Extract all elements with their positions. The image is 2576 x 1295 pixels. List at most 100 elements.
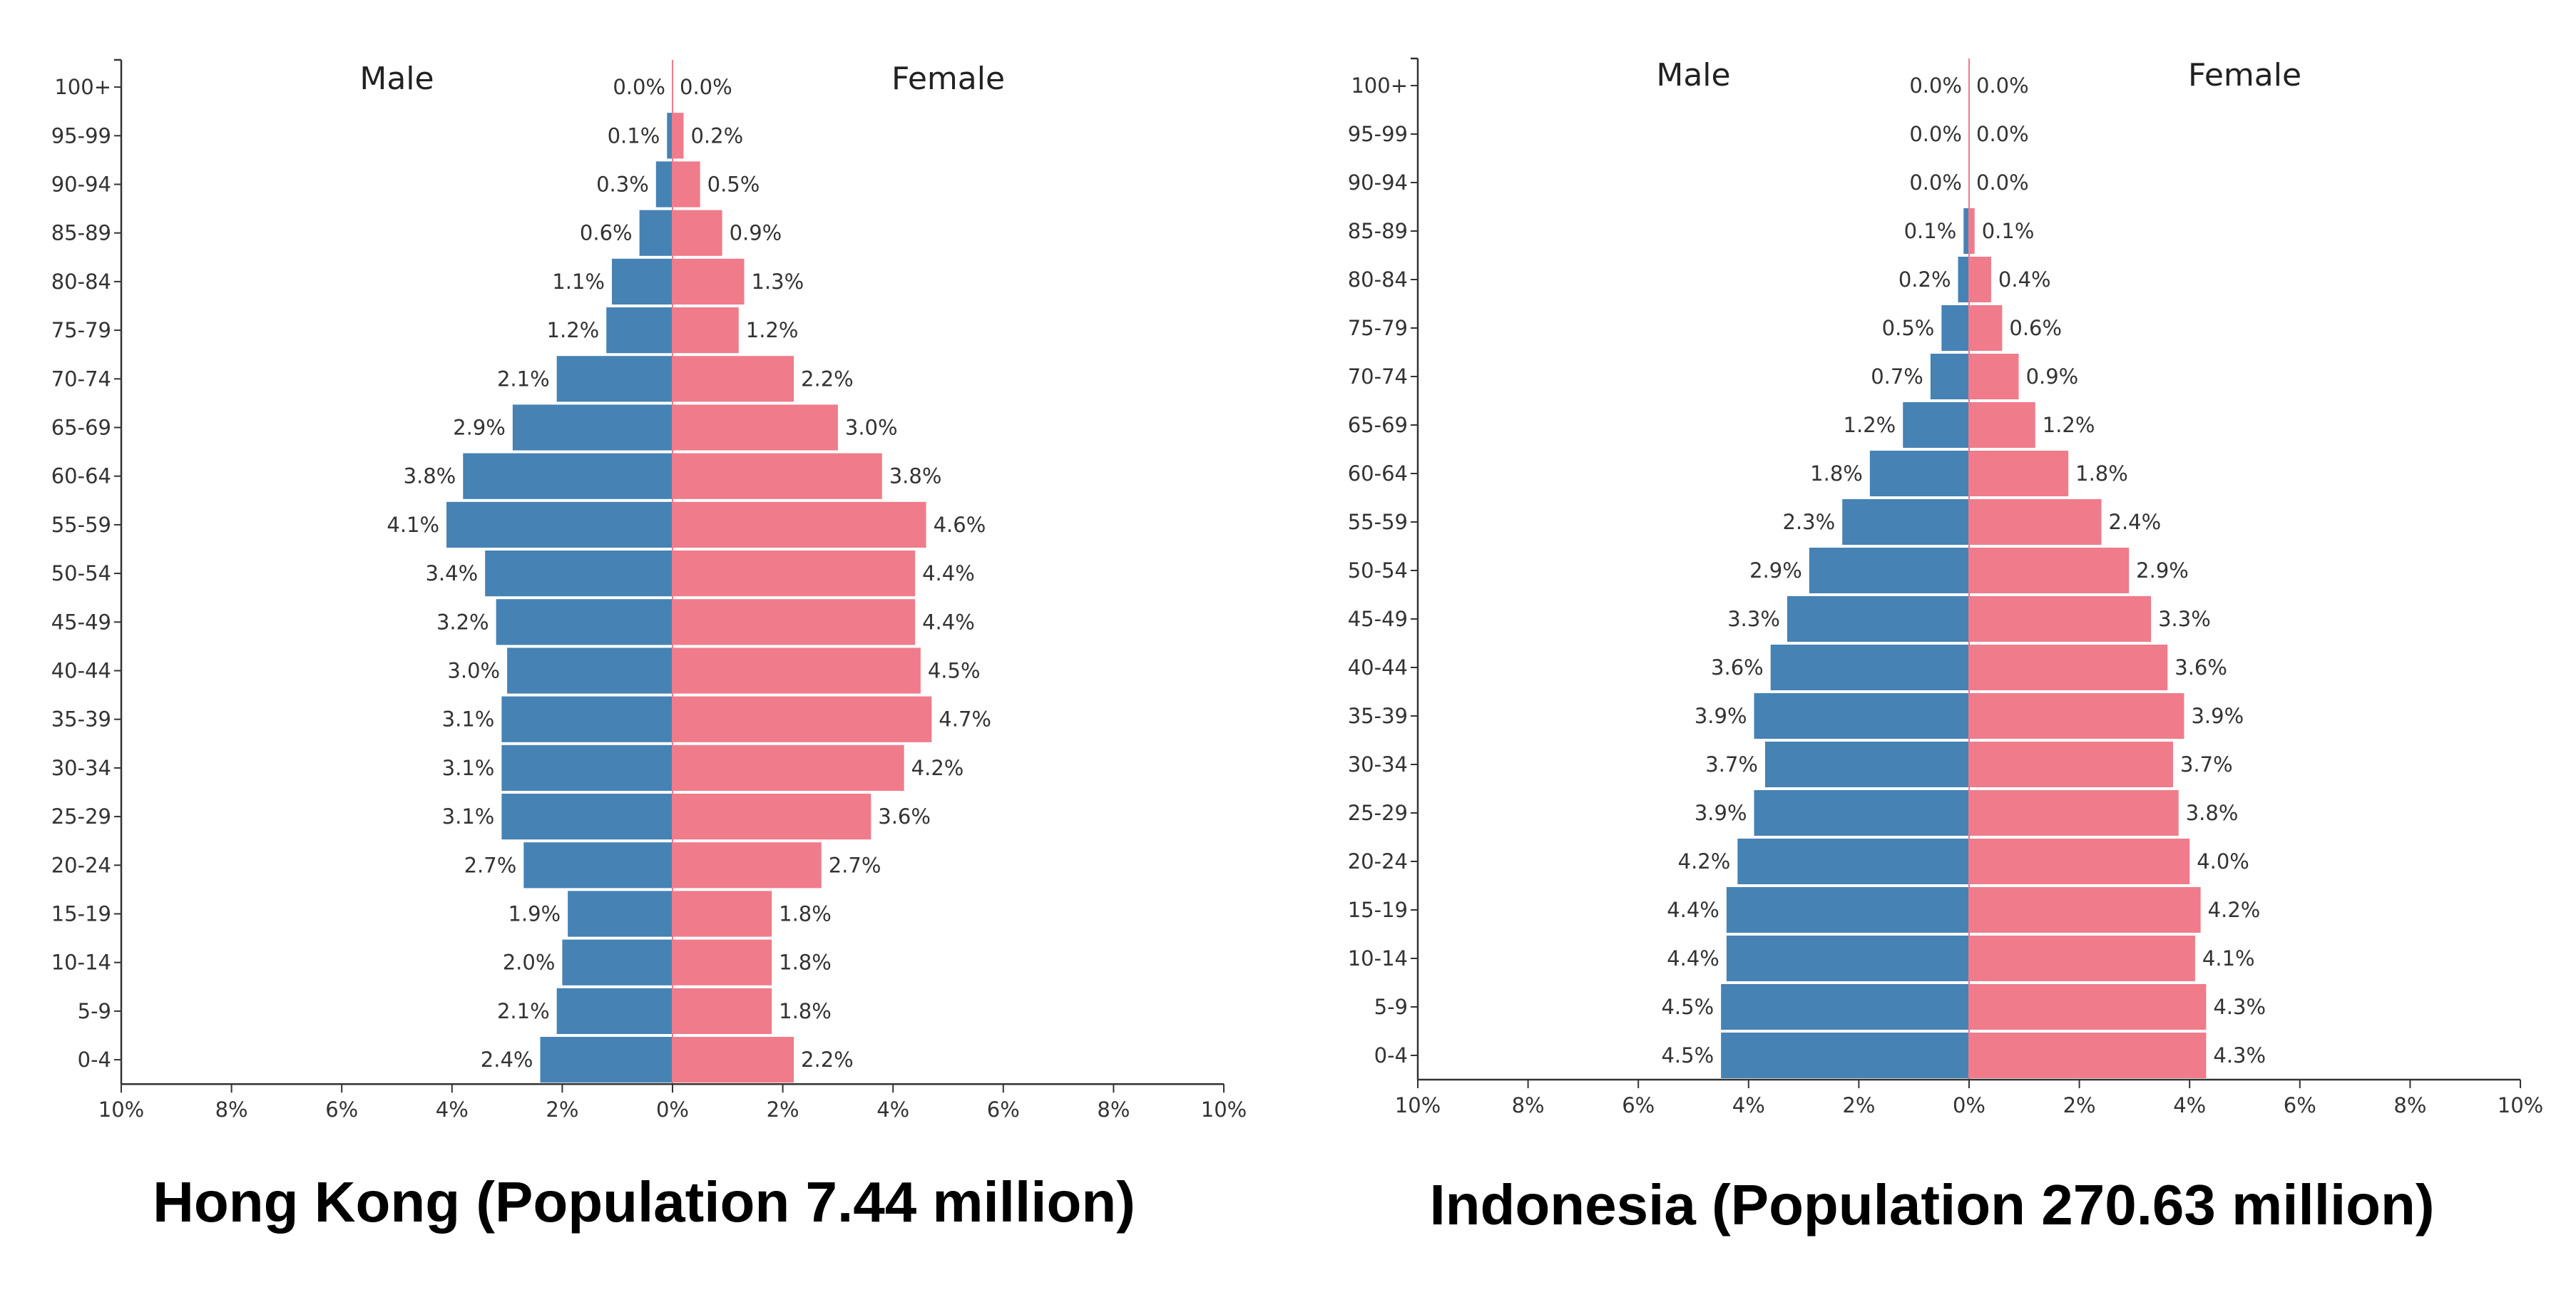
- indonesia-male-bar: [1754, 790, 1969, 836]
- indonesia-female-value-label: 4.1%: [2202, 946, 2255, 971]
- hong-kong-age-tick-label: 60-64: [51, 464, 111, 488]
- hong-kong-female-bar: [673, 501, 926, 548]
- hong-kong-male-bar: [523, 842, 673, 889]
- indonesia-female-value-label: 4.2%: [2208, 898, 2261, 922]
- hong-kong-age-tick-label: 40-44: [51, 659, 111, 683]
- indonesia-female-value-label: 0.1%: [1982, 219, 2035, 243]
- hong-kong-age-tick-label: 35-39: [51, 707, 111, 732]
- indonesia-female-value-label: 3.8%: [2186, 801, 2239, 825]
- hong-kong-male-bar: [611, 258, 673, 304]
- indonesia-female-bar: [1969, 645, 2168, 690]
- hong-kong-female-bar: [673, 113, 684, 159]
- hong-kong-age-tick-label: 30-34: [51, 756, 111, 780]
- indonesia-age-tick-label: 100+: [1351, 73, 1408, 98]
- hong-kong-female-value-label: 4.7%: [939, 707, 991, 732]
- indonesia-age-tick-label: 20-24: [1348, 849, 1408, 874]
- hong-kong-age-tick-label: 70-74: [51, 367, 111, 391]
- indonesia-male-value-label: 0.0%: [1909, 170, 1962, 195]
- indonesia-female-bar: [1969, 208, 1975, 254]
- indonesia-male-value-label: 1.8%: [1810, 461, 1863, 486]
- hong-kong-female-bar: [673, 258, 745, 304]
- hong-kong-male-value-label: 1.9%: [508, 902, 561, 926]
- hong-kong-female-bar: [673, 1037, 794, 1083]
- indonesia-female-bar: [1969, 451, 2069, 496]
- indonesia-age-tick-label: 95-99: [1348, 122, 1408, 146]
- hong-kong-pyramid: Male Female 0.0% 0.0% 100+ 0.1% 0.2% 95-99 0.3% 0…: [51, 58, 1247, 1234]
- indonesia-female-bar: [1969, 257, 1991, 302]
- indonesia-male-bar: [1726, 887, 1969, 933]
- indonesia-x-tick-label: 4%: [2173, 1093, 2206, 1117]
- hong-kong-male-value-label: 3.1%: [442, 804, 495, 829]
- indonesia-male-value-label: 0.0%: [1909, 73, 1962, 98]
- indonesia-age-tick-label: 10-14: [1348, 946, 1408, 971]
- hong-kong-female-bar: [673, 210, 722, 256]
- hong-kong-male-bar: [639, 210, 673, 256]
- indonesia-male-value-label: 0.2%: [1898, 267, 1951, 292]
- indonesia-age-tick-label: 75-79: [1348, 316, 1408, 340]
- hong-kong-male-bar: [606, 307, 673, 354]
- hong-kong-female-value-label: 3.8%: [889, 464, 942, 488]
- hong-kong-age-tick-label: 45-49: [51, 610, 111, 634]
- hong-kong-age-tick-label: 50-54: [51, 561, 111, 585]
- hong-kong-female-bar: [673, 939, 772, 986]
- hong-kong-male-bar: [540, 1037, 673, 1083]
- indonesia-male-value-label: 3.9%: [1695, 704, 1747, 728]
- hong-kong-male-value-label: 3.0%: [447, 659, 500, 683]
- indonesia-male-value-label: 3.6%: [1711, 655, 1764, 680]
- indonesia-male-value-label: 3.3%: [1727, 607, 1780, 631]
- hong-kong-female-value-label: 0.9%: [730, 221, 782, 245]
- indonesia-male-value-label: 0.1%: [1904, 219, 1957, 243]
- indonesia-female-value-label: 3.6%: [2174, 655, 2227, 680]
- indonesia-male-value-label: 0.7%: [1871, 364, 1923, 389]
- indonesia-male-value-label: 3.9%: [1695, 801, 1747, 825]
- hong-kong-x-tick-label: 2%: [546, 1097, 578, 1122]
- indonesia-age-tick-label: 5-9: [1374, 995, 1408, 1019]
- indonesia-female-value-label: 3.9%: [2191, 704, 2244, 728]
- indonesia-male-value-label: 4.2%: [1678, 849, 1731, 874]
- indonesia-age-tick-label: 85-89: [1348, 219, 1408, 243]
- hong-kong-x-tick-label: 8%: [1097, 1097, 1130, 1122]
- indonesia-x-tick-label: 4%: [1732, 1093, 1765, 1117]
- indonesia-male-value-label: 4.5%: [1661, 1043, 1714, 1068]
- indonesia-female-value-label: 0.0%: [1976, 122, 2029, 146]
- hong-kong-male-value-label: 3.8%: [404, 464, 456, 488]
- hong-kong-female-value-label: 2.7%: [829, 853, 881, 877]
- indonesia-age-tick-label: 15-19: [1348, 898, 1408, 922]
- indonesia-male-value-label: 2.9%: [1749, 558, 1802, 583]
- indonesia-male-bar: [1930, 354, 1969, 399]
- hong-kong-male-value-label: 0.3%: [596, 173, 649, 197]
- hong-kong-female-bar: [673, 744, 904, 791]
- hong-kong-age-tick-label: 65-69: [51, 416, 111, 440]
- indonesia-female-value-label: 0.4%: [1998, 267, 2051, 292]
- hong-kong-male-bar: [501, 794, 673, 840]
- indonesia-female-bar: [1969, 499, 2102, 545]
- indonesia-title: Indonesia (Population 270.63 million): [1429, 1173, 2435, 1237]
- indonesia-male-bar: [1721, 1033, 1969, 1078]
- indonesia-male-bar: [1754, 693, 1969, 739]
- hong-kong-age-tick-label: 5-9: [78, 999, 111, 1023]
- indonesia-age-tick-label: 70-74: [1348, 364, 1408, 389]
- hong-kong-male-bar: [485, 551, 673, 597]
- hong-kong-female-value-label: 3.6%: [878, 804, 931, 829]
- hong-kong-age-tick-label: 100+: [54, 75, 111, 99]
- hong-kong-female-value-label: 4.4%: [922, 610, 975, 634]
- indonesia-female-value-label: 0.6%: [2009, 316, 2062, 340]
- indonesia-male-value-label: 4.4%: [1667, 898, 1719, 922]
- indonesia-male-value-label: 3.7%: [1705, 752, 1758, 777]
- indonesia-x-tick-label: 2%: [1842, 1093, 1875, 1117]
- hong-kong-female-bar: [673, 891, 772, 937]
- hong-kong-female-bar: [673, 356, 794, 402]
- hong-kong-age-tick-label: 95-99: [51, 123, 111, 148]
- indonesia-female-label: Female: [2188, 57, 2301, 93]
- indonesia-male-bar: [1958, 257, 1969, 302]
- indonesia-female-value-label: 1.8%: [2075, 461, 2128, 486]
- indonesia-male-bar: [1737, 839, 1969, 884]
- hong-kong-female-bar: [673, 988, 772, 1034]
- hong-kong-female-value-label: 1.3%: [751, 270, 804, 294]
- indonesia-x-tick-label: 10%: [2498, 1093, 2543, 1117]
- indonesia-male-bar: [1764, 742, 1969, 787]
- hong-kong-age-tick-label: 80-84: [51, 270, 111, 294]
- hong-kong-female-value-label: 0.2%: [690, 123, 743, 148]
- hong-kong-female-value-label: 0.0%: [680, 75, 732, 99]
